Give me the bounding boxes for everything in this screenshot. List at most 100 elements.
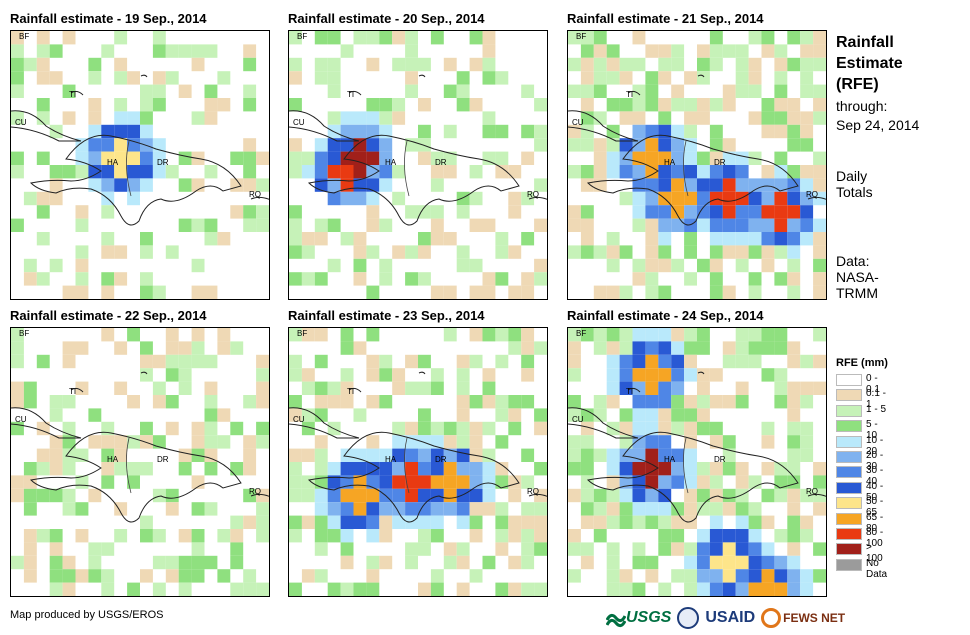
rainfall-cell (593, 395, 607, 409)
rainfall-cell (632, 341, 646, 355)
rainfall-cell (379, 98, 393, 112)
rainfall-cell (405, 421, 418, 436)
rainfall-cell (49, 395, 63, 409)
rainfall-cell (289, 488, 302, 503)
rainfall-cell (508, 245, 522, 259)
rainfall-cell (632, 354, 646, 369)
rainfall-cell (735, 529, 749, 543)
rainfall-cell (658, 462, 672, 476)
rainfall-cell (256, 395, 269, 409)
rainfall-cell (722, 502, 736, 516)
rainfall-cell (62, 462, 76, 476)
rainfall-cell (722, 569, 736, 583)
rainfall-cell (88, 151, 102, 165)
rainfall-cell (787, 515, 801, 529)
rainfall-cell (482, 31, 496, 45)
rainfall-cell (684, 462, 697, 476)
legend-item: 40 - 50 (836, 480, 888, 503)
rainfall-cell (430, 205, 444, 219)
rainfall-cell (191, 542, 205, 556)
rainfall-cell (114, 178, 128, 192)
rainfall-cell (301, 328, 315, 342)
rainfall-cell (456, 488, 470, 503)
rainfall-cell (469, 435, 483, 449)
legend-item: 80 - 100 (836, 526, 888, 549)
rainfall-cell (101, 151, 115, 165)
rainfall-cell (327, 84, 341, 98)
rainfall-cell (800, 71, 814, 85)
rainfall-cell (722, 138, 736, 152)
rainfall-cell (761, 205, 775, 219)
panel-sep-19: Rainfall estimate - 19 Sep., 2014 BF CU TI… (10, 10, 270, 300)
rainfall-cell (722, 582, 736, 596)
rainfall-cell (658, 205, 672, 219)
rainfall-cell (482, 475, 496, 489)
rainfall-cell (366, 448, 380, 462)
rainfall-cell (353, 515, 367, 529)
rainfall-cell (127, 582, 140, 596)
rainfall-cell (800, 111, 814, 125)
rainfall-cell (49, 582, 63, 596)
rainfall-cell (684, 138, 697, 152)
rainfall-cell (632, 57, 646, 72)
rainfall-cell (632, 98, 646, 112)
rainfall-cell (534, 258, 547, 273)
rainfall-cell (658, 368, 672, 382)
rainfall-cell (658, 71, 672, 85)
country-border (404, 140, 410, 197)
legend-swatch (836, 389, 862, 402)
rainfall-cell (469, 328, 483, 342)
panel-sep-24: Rainfall estimate - 24 Sep., 2014 BF CU TI… (567, 307, 827, 597)
rainfall-cell (230, 555, 244, 570)
legend-label: 65 - 80 (866, 511, 884, 534)
rainfall-cell (748, 569, 762, 583)
rainfall-cell (658, 111, 672, 125)
rainfall-cell (430, 488, 444, 503)
coastline (697, 371, 705, 375)
rainfall-cell (88, 71, 102, 85)
rainfall-cell (152, 488, 166, 503)
rainfall-cell (534, 515, 547, 529)
rainfall-cell (140, 435, 153, 449)
rainfall-cell (191, 111, 205, 125)
rainfall-cell (243, 488, 257, 503)
rainfall-cell (735, 582, 749, 596)
rainfall-cell (774, 71, 788, 85)
rainfall-cell (813, 84, 826, 98)
label-cu: CU (15, 415, 27, 424)
legend-swatch (836, 527, 862, 540)
rainfall-cell (191, 218, 205, 232)
rainfall-cell (379, 502, 393, 516)
rainfall-cell (508, 488, 522, 503)
partner-logos: USGS USAID FEWS NET (606, 603, 845, 633)
rainfall-cell (645, 44, 659, 58)
label-ha: HA (664, 158, 676, 167)
rainfall-cell (366, 178, 380, 192)
rainfall-cell (204, 354, 218, 369)
rainfall-cell (787, 354, 801, 369)
legend-item: 0 - 0.1 (836, 372, 888, 395)
rainfall-cell (671, 98, 685, 112)
rainfall-cell (340, 111, 354, 125)
coastline (11, 407, 82, 439)
rainfall-cell (722, 98, 736, 112)
rainfall-cell (127, 71, 140, 85)
rainfall-cell (774, 165, 788, 179)
rainfall-cell (443, 555, 457, 570)
rainfall-cell (11, 395, 24, 409)
panel-sep-20: Rainfall estimate - 20 Sep., 2014 BF CU TI… (288, 10, 548, 300)
rainfall-cell (314, 395, 328, 409)
rainfall-cell (75, 448, 89, 462)
rainfall-cell (418, 354, 431, 369)
rainfall-cell (62, 582, 76, 596)
rainfall-cell (165, 488, 179, 503)
usaid-seal-icon (677, 607, 700, 629)
rainfall-cell (619, 285, 633, 299)
rainfall-cell (580, 232, 594, 246)
rainfall-cell (684, 368, 697, 382)
rainfall-cell (671, 408, 685, 422)
rainfall-cell (289, 71, 302, 85)
rainfall-cell (568, 435, 581, 449)
rainfall-cell (800, 191, 814, 206)
rainfall-cell (243, 84, 257, 98)
